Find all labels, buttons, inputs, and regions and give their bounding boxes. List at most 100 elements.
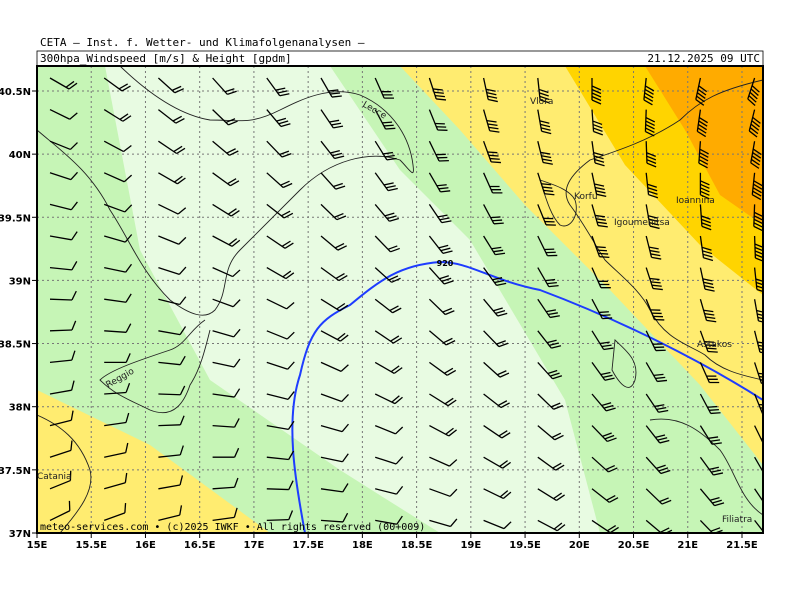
wind-barb [483, 519, 512, 530]
barb-feather [435, 94, 445, 98]
barb-feather [333, 125, 344, 129]
barb-feather [645, 85, 655, 92]
barb-feather [385, 127, 396, 130]
barb-feather [549, 342, 559, 347]
barb-feather [701, 246, 712, 251]
barb-feather [552, 462, 562, 469]
coastline [539, 179, 577, 227]
barb-feather [288, 480, 294, 490]
place-label: Vlora [530, 97, 553, 107]
wind-barb [591, 519, 619, 533]
barb-feather [660, 469, 671, 475]
barb-staff [428, 109, 439, 131]
barb-feather [709, 381, 720, 384]
barb-staff [158, 424, 181, 427]
wind-barb [643, 77, 655, 106]
barb-feather [287, 420, 295, 430]
barb-feather [704, 340, 715, 343]
barb-staff [320, 393, 342, 403]
wind-barb [320, 330, 349, 342]
barb-feather [702, 278, 713, 282]
barb-feather [288, 510, 294, 520]
barb-feather [596, 193, 607, 197]
wind-barb [49, 320, 77, 332]
barb-feather [597, 221, 607, 225]
lon-label: 16E [135, 540, 156, 551]
barb-feather [600, 371, 611, 376]
wind-barb [320, 483, 349, 493]
barb-feather [393, 367, 403, 374]
barb-feather [646, 159, 657, 164]
wind-barb [537, 172, 555, 196]
barb-feather [598, 280, 608, 282]
barb-feather [696, 130, 707, 138]
barb-feather [546, 281, 557, 285]
wind-barb [537, 330, 562, 349]
barb-staff [747, 77, 756, 100]
wind-barb [266, 510, 294, 522]
wind-barb [429, 488, 458, 497]
coastline [565, 79, 763, 381]
barb-feather [71, 290, 77, 301]
barb-feather [705, 344, 716, 347]
barb-feather [276, 117, 287, 122]
barb-feather [703, 257, 714, 262]
barb-feather [278, 120, 289, 125]
barb-staff [429, 361, 448, 376]
barb-feather [659, 497, 669, 503]
barb-staff [591, 235, 601, 257]
wind-barb [212, 328, 241, 338]
barb-feather [595, 214, 606, 218]
barb-feather [173, 145, 183, 153]
barb-feather [68, 500, 71, 511]
wind-barb [537, 519, 566, 532]
wind-barb [537, 267, 559, 288]
barb-feather [648, 215, 658, 219]
barb-staff [591, 109, 595, 132]
barb-feather [594, 183, 605, 187]
barb-feather [176, 147, 186, 155]
coastline [649, 418, 763, 516]
barb-feather [71, 320, 77, 331]
barb-staff [699, 519, 717, 533]
barb-staff [212, 393, 235, 398]
barb-staff [750, 141, 756, 163]
wind-barb [266, 172, 293, 189]
wind-barb [266, 420, 295, 431]
barb-feather [539, 95, 550, 101]
barb-feather [342, 512, 349, 523]
barb-feather [555, 464, 565, 471]
barb-feather [649, 225, 660, 230]
barb-feather [279, 93, 290, 97]
barb-staff [753, 393, 763, 415]
wind-barb [103, 109, 132, 122]
wind-barb [750, 141, 762, 169]
wind-barb [537, 141, 553, 165]
barb-feather [443, 337, 453, 344]
barb-feather [341, 393, 349, 402]
barb-feather [605, 407, 616, 412]
barb-feather [751, 85, 760, 93]
barb-feather [437, 156, 448, 159]
barb-feather [341, 423, 349, 433]
barb-feather [656, 406, 667, 410]
barb-feather [602, 432, 612, 438]
wind-barb [158, 475, 184, 490]
wind-barb [644, 109, 656, 137]
wind-barb [537, 235, 558, 257]
barb-feather [233, 477, 239, 488]
wind-barb [104, 472, 128, 490]
barb-feather [450, 518, 458, 527]
barb-staff [754, 456, 763, 477]
barb-staff [158, 266, 180, 276]
barb-feather [657, 437, 668, 441]
barb-feather [702, 250, 713, 255]
wind-barb [591, 141, 605, 167]
barb-feather [336, 302, 346, 310]
wind-barb [266, 361, 295, 370]
barb-feather [329, 119, 340, 123]
barb-feather [285, 272, 295, 280]
barb-feather [341, 453, 349, 463]
barb-feather [599, 341, 610, 345]
barb-staff [320, 267, 340, 282]
